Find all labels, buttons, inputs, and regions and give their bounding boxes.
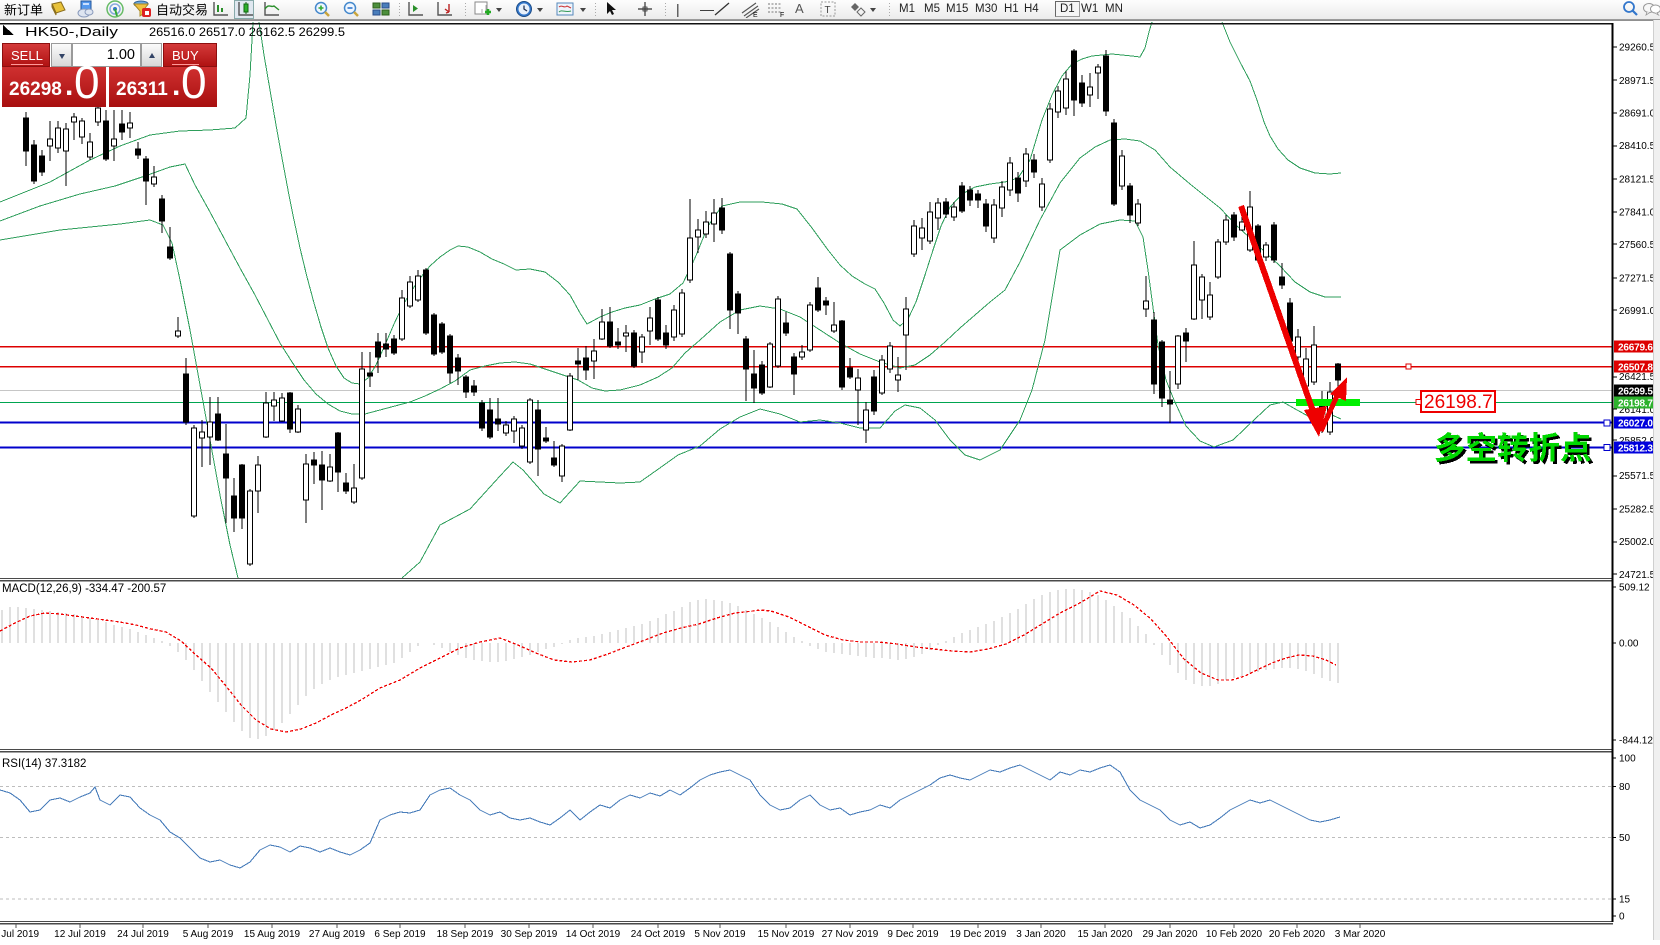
svg-text:27841.0: 27841.0 xyxy=(1619,207,1656,218)
svg-text:20 Feb 2020: 20 Feb 2020 xyxy=(1269,929,1326,940)
svg-text:9 Dec 2019: 9 Dec 2019 xyxy=(887,929,939,940)
svg-text:25002.0: 25002.0 xyxy=(1619,537,1656,548)
svg-text:5 Aug 2019: 5 Aug 2019 xyxy=(183,929,234,940)
svg-text:26679.6: 26679.6 xyxy=(1618,342,1653,353)
svg-text:15 Jan 2020: 15 Jan 2020 xyxy=(1077,929,1132,940)
svg-text:14 Oct 2019: 14 Oct 2019 xyxy=(566,929,621,940)
svg-text:27 Aug 2019: 27 Aug 2019 xyxy=(309,929,366,940)
svg-text:509.12: 509.12 xyxy=(1619,583,1650,594)
svg-text:27271.5: 27271.5 xyxy=(1619,274,1656,285)
svg-text:0: 0 xyxy=(1619,912,1625,923)
svg-text:25812.3: 25812.3 xyxy=(1618,443,1653,454)
svg-text:5 Jul 2019: 5 Jul 2019 xyxy=(0,929,40,940)
svg-text:19 Dec 2019: 19 Dec 2019 xyxy=(950,929,1007,940)
svg-text:80: 80 xyxy=(1619,782,1631,793)
svg-text:3 Jan 2020: 3 Jan 2020 xyxy=(1016,929,1066,940)
svg-text:-844.12: -844.12 xyxy=(1619,736,1653,747)
svg-text:24721.5: 24721.5 xyxy=(1619,570,1656,581)
svg-text:10 Feb 2020: 10 Feb 2020 xyxy=(1206,929,1263,940)
svg-text:28691.0: 28691.0 xyxy=(1619,109,1656,120)
svg-text:RSI(14) 37.3182: RSI(14) 37.3182 xyxy=(2,758,86,770)
svg-text:HK50-,Daily: HK50-,Daily xyxy=(25,24,119,39)
svg-text:26507.8: 26507.8 xyxy=(1618,362,1653,373)
svg-text:MACD(12,26,9) -334.47 -200.57: MACD(12,26,9) -334.47 -200.57 xyxy=(2,583,166,595)
svg-text:27 Nov 2019: 27 Nov 2019 xyxy=(822,929,879,940)
svg-text:28971.5: 28971.5 xyxy=(1619,76,1656,87)
svg-text:T: T xyxy=(825,5,831,16)
svg-text:26198.7: 26198.7 xyxy=(1424,392,1493,413)
svg-text:27560.5: 27560.5 xyxy=(1619,240,1656,251)
svg-text:6 Sep 2019: 6 Sep 2019 xyxy=(374,929,426,940)
svg-text:26516.0 26517.0 26162.5 26299.: 26516.0 26517.0 26162.5 26299.5 xyxy=(149,25,345,39)
svg-text:15: 15 xyxy=(1619,895,1631,906)
svg-text:25282.5: 25282.5 xyxy=(1619,505,1656,516)
svg-text:24 Oct 2019: 24 Oct 2019 xyxy=(631,929,686,940)
svg-text:5 Nov 2019: 5 Nov 2019 xyxy=(694,929,746,940)
svg-text:0.00: 0.00 xyxy=(1619,639,1639,650)
svg-text:30 Sep 2019: 30 Sep 2019 xyxy=(501,929,558,940)
svg-text:28121.5: 28121.5 xyxy=(1619,175,1656,186)
svg-text:26299.5: 26299.5 xyxy=(1618,386,1653,397)
svg-text:F: F xyxy=(780,12,784,18)
svg-text:26421.5: 26421.5 xyxy=(1619,372,1656,383)
svg-text:25571.5: 25571.5 xyxy=(1619,471,1656,482)
svg-text:18 Sep 2019: 18 Sep 2019 xyxy=(437,929,494,940)
svg-text:12 Jul 2019: 12 Jul 2019 xyxy=(54,929,106,940)
svg-text:26198.7: 26198.7 xyxy=(1618,398,1653,409)
svg-text:26027.0: 26027.0 xyxy=(1618,418,1653,429)
svg-text:28410.5: 28410.5 xyxy=(1619,141,1656,152)
svg-text:24 Jul 2019: 24 Jul 2019 xyxy=(117,929,169,940)
svg-text:100: 100 xyxy=(1619,754,1636,765)
svg-text:E: E xyxy=(753,12,758,18)
svg-text:29260.5: 29260.5 xyxy=(1619,42,1656,53)
svg-text:50: 50 xyxy=(1619,833,1631,844)
svg-text:15 Nov 2019: 15 Nov 2019 xyxy=(758,929,815,940)
svg-text:15 Aug 2019: 15 Aug 2019 xyxy=(244,929,301,940)
svg-text:26991.0: 26991.0 xyxy=(1619,306,1656,317)
svg-text:29 Jan 2020: 29 Jan 2020 xyxy=(1142,929,1197,940)
svg-text:3 Mar 2020: 3 Mar 2020 xyxy=(1335,929,1386,940)
